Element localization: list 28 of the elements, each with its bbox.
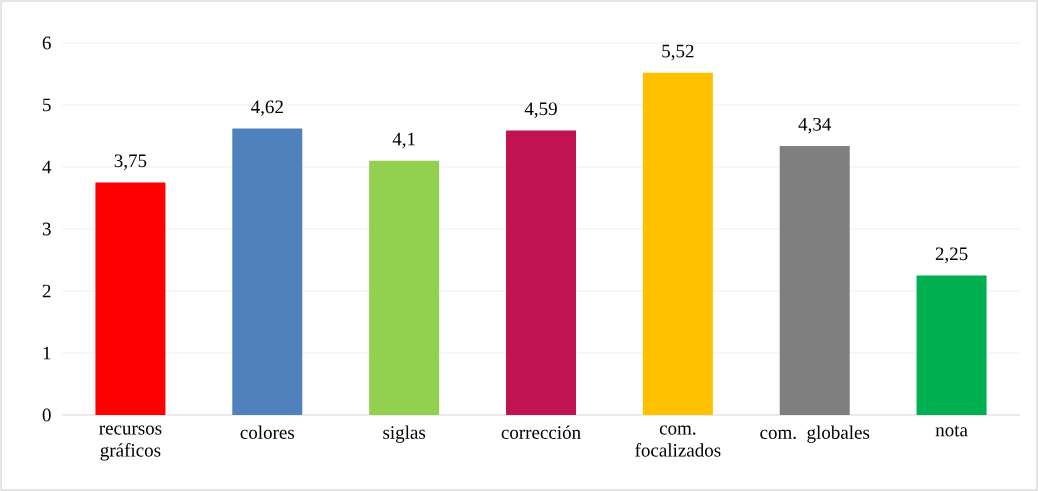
x-tick-label: corrección: [501, 425, 581, 439]
data-label: 4,1: [392, 132, 415, 149]
y-tick-label: 5: [43, 98, 51, 112]
data-label: 5,52: [662, 44, 694, 61]
data-label: 2,25: [935, 247, 968, 263]
bar: [506, 130, 576, 415]
bar: [916, 275, 987, 415]
bar: [779, 145, 850, 415]
x-tick-label: recursos gráficos: [99, 425, 162, 461]
x-tick-label: nota: [935, 425, 968, 437]
data-label: 4,62: [251, 100, 283, 117]
x-tick-label: colores: [240, 425, 295, 439]
y-tick-label: 4: [42, 160, 52, 174]
y-tick-label: 6: [42, 36, 51, 50]
y-tick-label: 1: [43, 346, 51, 360]
y-tick-label: 3: [42, 222, 51, 236]
data-label: 4,34: [798, 117, 832, 134]
y-tick-label: 0: [42, 408, 51, 422]
data-label: 4,59: [524, 102, 557, 118]
x-tick-label: siglas: [383, 425, 426, 443]
y-tick-label: 2: [42, 284, 51, 298]
bar: [232, 128, 303, 415]
bar: [95, 182, 166, 415]
x-tick-label: com. globales: [760, 425, 870, 443]
bar: [369, 160, 440, 415]
x-tick-label: com. focalizados: [635, 425, 721, 457]
data-label: 3,75: [114, 154, 147, 170]
bar: [642, 72, 713, 415]
